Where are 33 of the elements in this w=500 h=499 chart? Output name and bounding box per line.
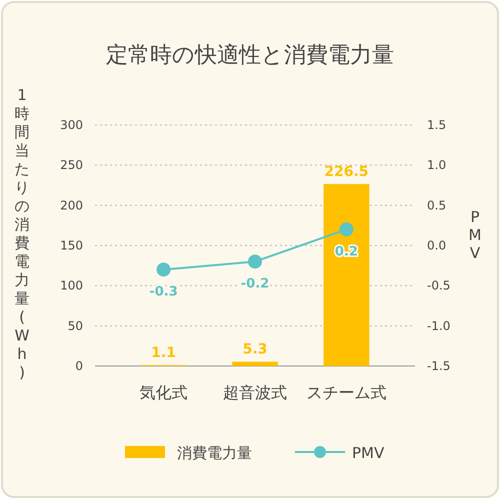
y-tick-label: 200 bbox=[60, 198, 83, 212]
y-tick-label: 250 bbox=[60, 158, 83, 172]
data-label: 0.2 bbox=[334, 244, 358, 260]
point bbox=[339, 222, 354, 236]
point bbox=[156, 262, 171, 277]
bar bbox=[324, 184, 370, 366]
y-tick-label: 50 bbox=[68, 318, 83, 333]
y2-tick-label: 1.5 bbox=[427, 118, 446, 132]
y-tick-label: 150 bbox=[60, 238, 83, 252]
y2-tick-label: 0.0 bbox=[427, 238, 446, 252]
data-label: 226.5 bbox=[324, 164, 369, 180]
x-tick-label: スチーム式 bbox=[306, 383, 386, 402]
y-tick-label: 100 bbox=[60, 278, 83, 293]
y-tick-label: 0 bbox=[75, 359, 83, 373]
y2-tick-label: 1.0 bbox=[427, 158, 446, 172]
y2-tick-label: -0.5 bbox=[427, 278, 450, 293]
y2-tick-label: -1.0 bbox=[427, 318, 450, 333]
bar bbox=[232, 362, 278, 366]
text: 1時間当たりの消費電力量(Wh) bbox=[14, 86, 30, 382]
x-tick-label: 気化式 bbox=[140, 383, 188, 402]
y2-axis-title: PMV bbox=[468, 208, 482, 262]
y-tick-label: 300 bbox=[60, 118, 83, 132]
data-label: -0.3 bbox=[149, 284, 178, 300]
chart-title: 定常時の快適性と消費電力量 bbox=[106, 43, 394, 68]
y2-tick-label: -1.5 bbox=[427, 359, 450, 373]
point bbox=[248, 254, 262, 269]
x-tick-label: 超音波式 bbox=[223, 383, 287, 402]
data-label: 5.3 bbox=[242, 342, 268, 358]
legend-label: 消費電力量 bbox=[177, 444, 252, 462]
data-label: -0.2 bbox=[240, 276, 270, 292]
y2-tick-label: 0.5 bbox=[427, 198, 446, 212]
legend-label: PMV bbox=[352, 444, 385, 462]
data-label: 1.1 bbox=[151, 345, 176, 362]
